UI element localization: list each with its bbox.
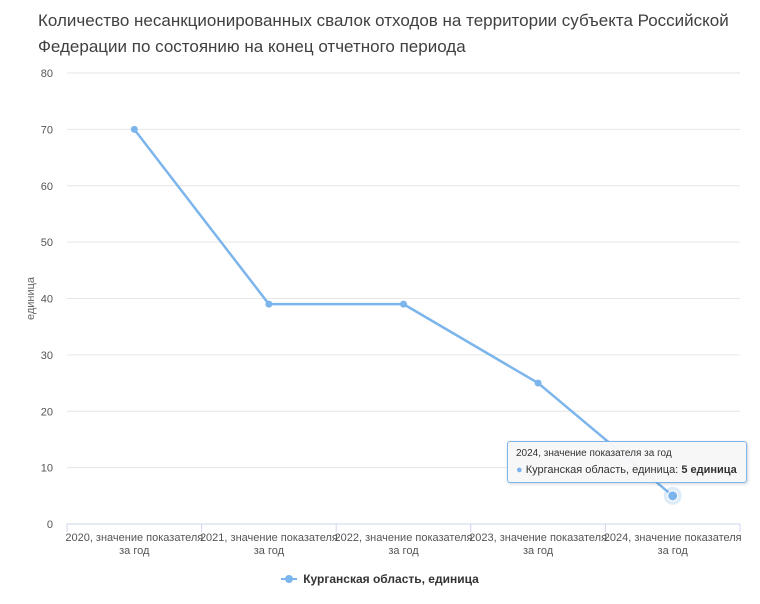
y-tick-label: 80	[41, 68, 53, 80]
x-tick-label: 2022, значение показателя за год	[335, 532, 473, 557]
y-tick-label: 30	[41, 350, 53, 362]
data-tooltip: 2024, значение показателя за год ● Курга…	[507, 441, 747, 483]
x-tick-label-line: за год	[658, 545, 689, 557]
data-point	[265, 300, 273, 308]
x-tick-label-line: 2024, значение показателя	[604, 532, 742, 544]
chart-title-line-1: Количество несанкционированных свалок от…	[38, 11, 729, 30]
legend-item-kurgan[interactable]: Курганская область, единица	[281, 572, 479, 586]
x-tick-label-line: за год	[254, 545, 285, 557]
x-tick-label-line: 2021, значение показателя	[200, 532, 338, 544]
y-tick-label: 60	[41, 181, 53, 193]
x-tick-label-line: 2023, значение показателя	[469, 532, 607, 544]
y-tick-label: 50	[41, 237, 53, 249]
x-tick-label-line: 2022, значение показателя	[335, 532, 473, 544]
x-tick-label-line: за год	[388, 545, 419, 557]
x-tick-label-line: за год	[523, 545, 554, 557]
legend-line-marker-icon	[281, 574, 298, 584]
x-tick-label: 2020, значение показателя за год	[65, 532, 203, 557]
data-point	[130, 125, 138, 133]
tooltip-value: 5 единица	[681, 464, 737, 476]
chart-title-line-2: Федерации по состоянию на конец отчетног…	[38, 37, 466, 56]
x-tick-label-line: 2020, значение показателя	[65, 532, 203, 544]
x-tick-label: 2023, значение показателя за год	[469, 532, 607, 557]
tooltip-row: ● Курганская область, единица: 5 единица	[516, 464, 746, 476]
y-axis-title: единица	[25, 276, 37, 320]
chart-legend: Курганская область, единица	[0, 572, 760, 587]
x-tick-label: 2024, значение показателя за год	[604, 532, 742, 557]
y-tick-label: 40	[41, 294, 53, 306]
tooltip-series-label: Курганская область, единица:	[525, 464, 682, 476]
data-point	[667, 490, 679, 502]
data-point	[534, 379, 542, 387]
data-point	[400, 300, 407, 308]
legend-item-label: Курганская область, единица	[303, 572, 479, 586]
tooltip-series-dot-icon: ●	[516, 464, 523, 476]
x-tick-label-line: за год	[119, 545, 150, 557]
y-tick-label: 70	[41, 124, 53, 136]
y-tick-label: 0	[47, 519, 53, 531]
y-tick-label: 20	[41, 406, 53, 418]
chart-title: Количество несанкционированных свалок от…	[38, 8, 738, 60]
y-tick-label: 10	[41, 463, 53, 475]
tooltip-header: 2024, значение показателя за год	[516, 448, 672, 459]
x-tick-label: 2021, значение показателя за год	[200, 532, 338, 557]
